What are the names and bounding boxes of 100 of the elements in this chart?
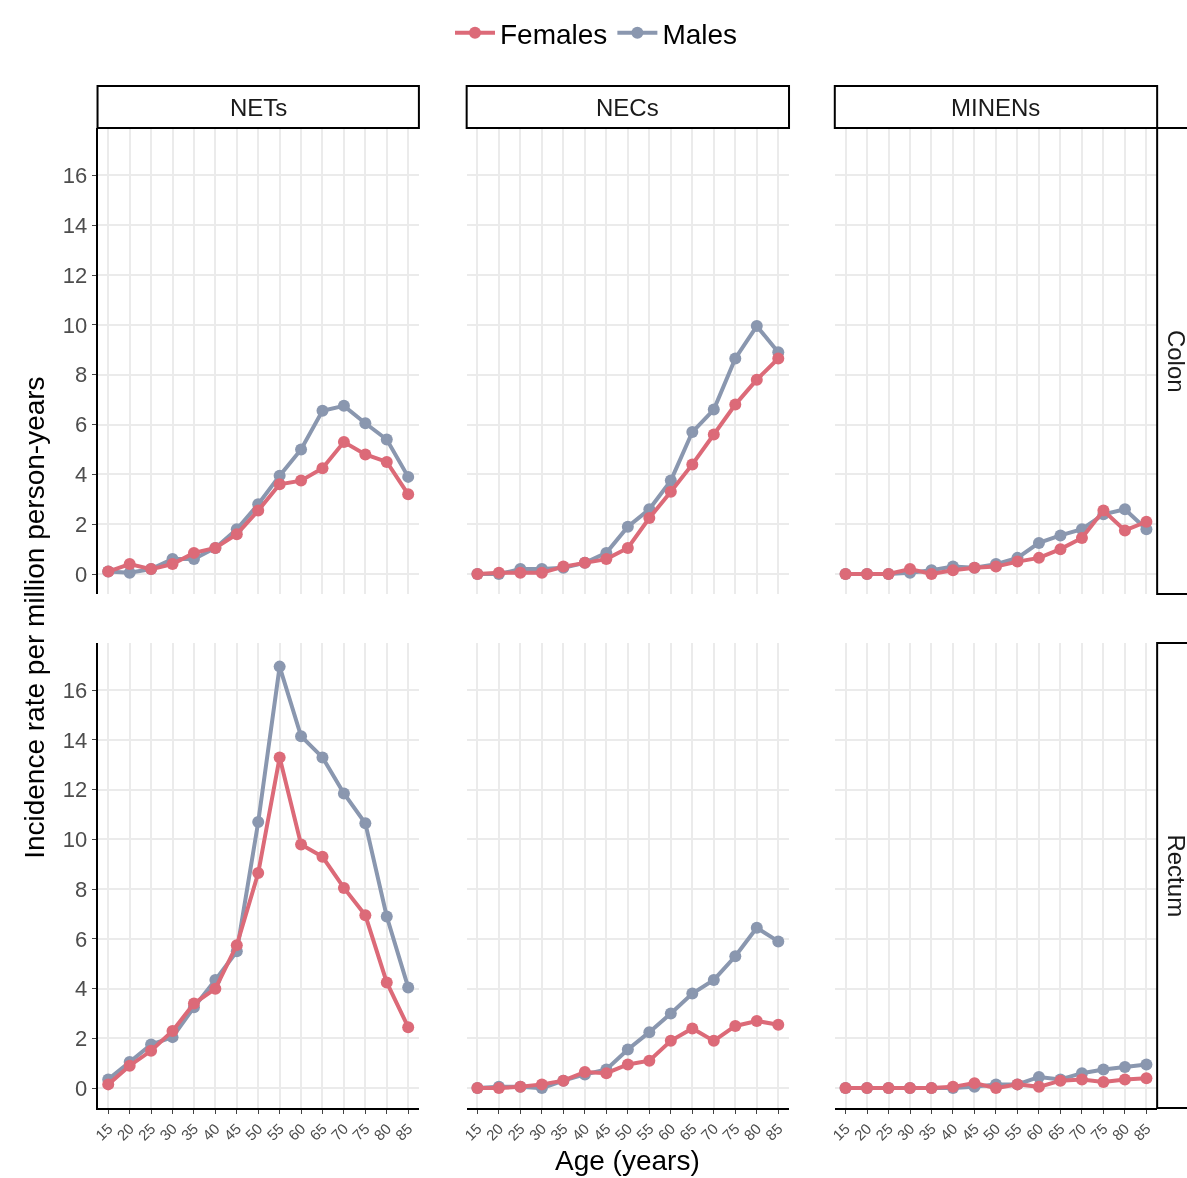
- chart-title: NETs: [230, 94, 288, 121]
- point: [621, 520, 634, 533]
- point: [1118, 503, 1131, 516]
- point: [1140, 1072, 1153, 1085]
- point: [123, 1059, 136, 1072]
- y-tick-label: 4: [74, 976, 88, 1002]
- point: [686, 426, 699, 439]
- text: Colon: [1163, 329, 1187, 393]
- point: [686, 1022, 699, 1035]
- point: [273, 478, 286, 491]
- point: [337, 881, 350, 894]
- y-tick-label: 12: [62, 262, 88, 288]
- x-tick-label: 25: [872, 1119, 896, 1144]
- point: [337, 435, 350, 448]
- point: [166, 558, 179, 571]
- point: [707, 428, 720, 441]
- point: [535, 1078, 548, 1091]
- x-tick-label: 20: [850, 1119, 875, 1144]
- point: [402, 981, 415, 994]
- point: [402, 488, 415, 501]
- x-tick-label: 65: [306, 1119, 330, 1144]
- x-tick-label: 35: [915, 1119, 939, 1144]
- x-tick-label: 30: [156, 1119, 180, 1144]
- y-tick-label: 0: [74, 1075, 88, 1101]
- point: [145, 1044, 158, 1057]
- x-tick-label: 15: [461, 1119, 485, 1144]
- point: [772, 1018, 785, 1031]
- point: [643, 511, 656, 524]
- point: [664, 485, 677, 498]
- point: [750, 921, 763, 934]
- point: [337, 787, 350, 800]
- point: [729, 398, 742, 411]
- y-tick-label: 2: [74, 511, 88, 537]
- point: [1097, 1075, 1110, 1088]
- x-axis-title: Age (years): [555, 1145, 700, 1176]
- x-tick-label: 15: [829, 1119, 853, 1144]
- point: [686, 987, 699, 1000]
- point: [750, 320, 763, 333]
- point: [750, 373, 763, 386]
- x-tick-label: 15: [91, 1119, 116, 1144]
- point: [1075, 531, 1088, 544]
- point: [600, 553, 613, 566]
- point: [1032, 1080, 1045, 1093]
- point: [686, 458, 699, 471]
- point: [123, 558, 136, 571]
- x-tick-label: 30: [893, 1119, 918, 1144]
- y-tick-label: 10: [62, 312, 88, 338]
- point: [380, 910, 393, 923]
- y-tick-label: 8: [74, 876, 88, 902]
- point: [1032, 1070, 1045, 1083]
- y-tick-label: 8: [74, 362, 88, 388]
- point: [273, 751, 286, 764]
- point: [295, 443, 308, 456]
- point: [664, 1007, 677, 1020]
- point: [316, 751, 329, 764]
- point: [621, 1043, 634, 1056]
- y-tick-label: 6: [74, 412, 88, 438]
- point: [230, 528, 243, 541]
- point: [316, 850, 329, 863]
- point: [273, 660, 286, 673]
- point: [295, 838, 308, 851]
- x-tick-label: 40: [936, 1119, 961, 1144]
- x-tick-label: 75: [1087, 1119, 1111, 1144]
- point: [707, 403, 720, 416]
- point: [187, 997, 200, 1010]
- point: [402, 470, 415, 483]
- y-axis-title: Incidence rate per million person-years: [18, 376, 50, 859]
- y-tick-label: 2: [74, 1026, 88, 1052]
- x-tick-label: 45: [958, 1119, 982, 1144]
- point: [750, 1014, 763, 1027]
- point: [230, 939, 243, 952]
- point: [772, 935, 785, 948]
- point: [252, 867, 265, 879]
- point: [295, 730, 308, 743]
- point: [1032, 551, 1045, 564]
- x-tick-label: 65: [1044, 1119, 1068, 1144]
- point: [600, 1067, 613, 1080]
- point: [1118, 1073, 1131, 1086]
- point: [380, 433, 393, 446]
- legend-label: Females: [500, 18, 608, 50]
- point: [1140, 515, 1153, 528]
- y-tick-label: 14: [62, 212, 88, 238]
- point: [707, 973, 720, 986]
- point: [729, 950, 742, 963]
- point: [729, 1019, 742, 1032]
- point: [946, 564, 959, 577]
- point: [621, 541, 634, 554]
- point: [989, 1082, 1002, 1095]
- point: [252, 504, 265, 517]
- point: [359, 909, 372, 922]
- y-tick-label: 0: [74, 561, 88, 587]
- point: [209, 982, 222, 995]
- point: [664, 474, 677, 487]
- point: [187, 546, 200, 559]
- y-tick-label: 14: [62, 727, 88, 753]
- y-tick-label: 10: [62, 827, 88, 853]
- point: [359, 448, 372, 461]
- point: [316, 404, 329, 417]
- text: Rectum: [1162, 834, 1187, 918]
- point: [102, 1078, 115, 1091]
